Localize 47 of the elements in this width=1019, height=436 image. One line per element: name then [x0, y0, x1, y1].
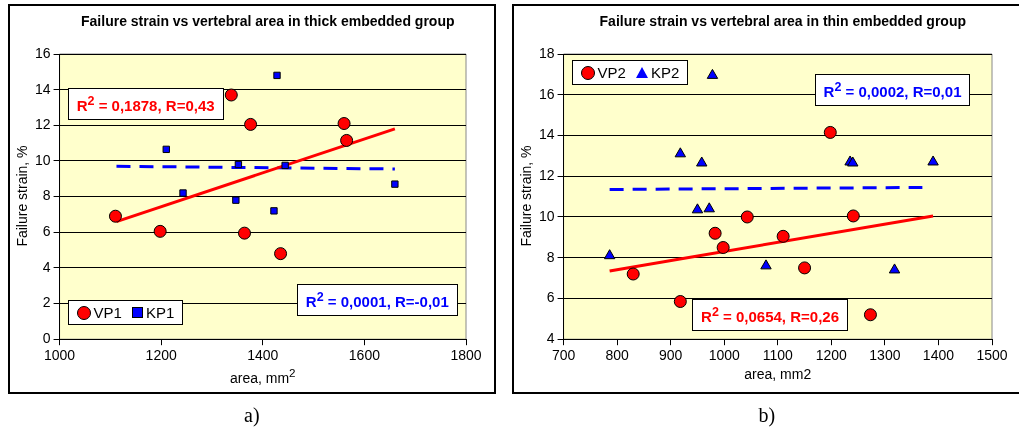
legend-label: VP2 — [597, 64, 626, 81]
x-tick-label: 700 — [551, 347, 576, 364]
y-tick-label: 14 — [34, 80, 51, 97]
y-tick-label: 10 — [538, 207, 555, 224]
y-axis-title: Failure strain, % — [14, 144, 30, 249]
y-axis-title: Failure strain, % — [518, 144, 534, 249]
legend-label: KP1 — [145, 304, 175, 322]
y-tick-label: 18 — [538, 44, 555, 61]
x-axis-title: area, mm2 — [743, 366, 813, 382]
x-tick-label: 1200 — [815, 347, 848, 364]
x-tick-label: 1600 — [348, 347, 381, 364]
x-tick-label: 1800 — [450, 347, 482, 364]
x-axis-title: area, mm$^{2}$ — [228, 366, 297, 386]
y-tick-label: 2 — [42, 294, 51, 311]
legend-label: KP2 — [650, 64, 680, 81]
x-tick-label: 800 — [605, 347, 630, 364]
x-tick-label: 1500 — [976, 347, 1008, 364]
x-tick-label: 1400 — [922, 347, 955, 364]
x-tick-label: 1200 — [145, 347, 177, 364]
chart-title: Failure strain vs vertebral area in thin embedded group — [598, 12, 967, 31]
annotation: R$^{2}$ = 0,0001, R=-0,01 — [296, 284, 458, 317]
y-tick-label: 10 — [34, 151, 51, 168]
text: b) — [758, 404, 776, 427]
annotation: R$^{2}$ = 0,1878, R=0,43 — [67, 88, 224, 121]
x-tick-label: 1000 — [708, 347, 741, 364]
y-tick-label: 6 — [546, 289, 555, 306]
y-tick-label: 14 — [538, 126, 555, 143]
y-tick-label: 4 — [42, 258, 51, 275]
x-tick-label: 1400 — [247, 347, 279, 364]
y-tick-label: 16 — [34, 44, 51, 61]
y-tick-label: 4 — [546, 330, 555, 347]
y-tick-label: 8 — [42, 187, 51, 204]
legend-label: VP1 — [93, 304, 122, 322]
y-tick-label: 0 — [42, 330, 51, 347]
x-tick-label: 1000 — [43, 347, 76, 364]
y-tick-label: 16 — [538, 85, 555, 102]
annotation: R$^{2}$ = 0,0654, R=0,26 — [692, 298, 848, 331]
y-tick-label: 8 — [546, 248, 555, 265]
y-tick-label: 12 — [538, 167, 555, 184]
x-tick-label: 1100 — [762, 347, 794, 364]
x-tick-label: 900 — [659, 347, 683, 364]
y-tick-label: 6 — [42, 223, 51, 240]
text: a) — [244, 404, 260, 427]
annotation: R$^{2}$ = 0,0002, R=0,01 — [814, 73, 971, 106]
y-tick-label: 12 — [34, 116, 51, 133]
x-tick-label: 1300 — [869, 347, 901, 364]
chart-title: Failure strain vs vertebral area in thick embedded group — [80, 12, 456, 31]
